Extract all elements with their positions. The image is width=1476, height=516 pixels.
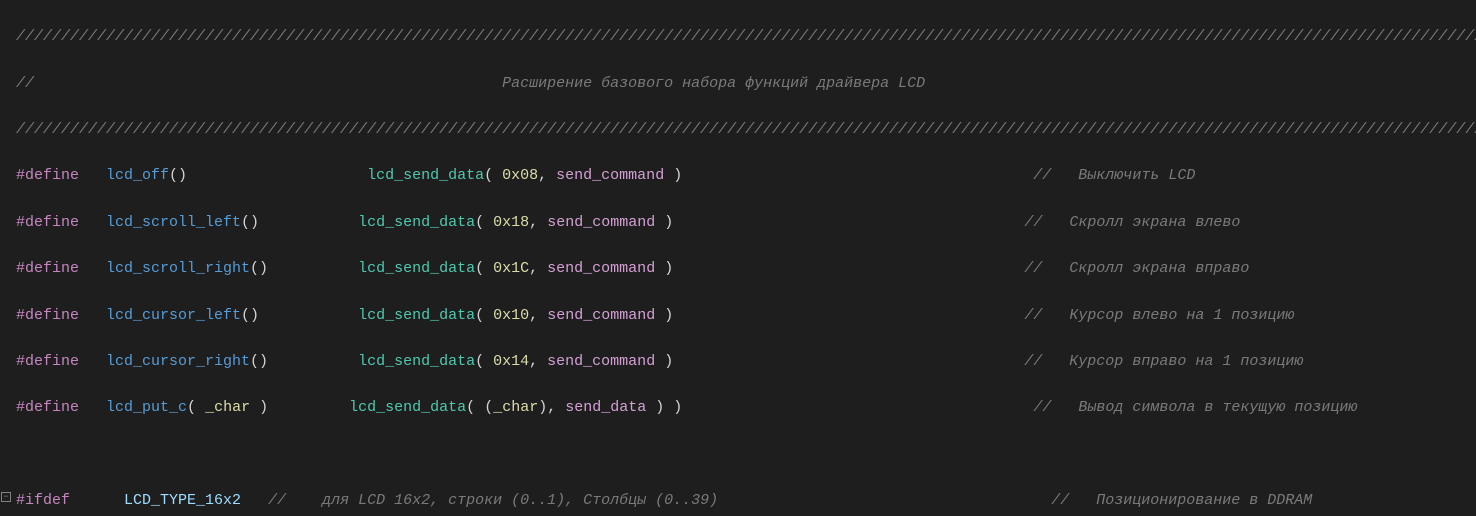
macro-param: _char — [205, 399, 250, 416]
macro-name: lcd_cursor_right — [106, 353, 250, 370]
comment-text: // Скролл экрана вправо — [1024, 260, 1249, 277]
fold-icon[interactable]: − — [1, 492, 11, 502]
comment-text: // Выключить LCD — [1033, 167, 1195, 184]
code-line: #define lcd_cursor_left() lcd_send_data(… — [0, 304, 1476, 327]
code-line: #define lcd_off() lcd_send_data( 0x08, s… — [0, 164, 1476, 187]
comment-title: Расширение базового набора функций драйв… — [502, 75, 925, 92]
macro-name: lcd_put_c — [106, 399, 187, 416]
function-call: lcd_send_data — [358, 214, 475, 231]
function-call: lcd_send_data — [358, 260, 475, 277]
code-line: #define lcd_cursor_right() lcd_send_data… — [0, 350, 1476, 373]
comment-text: // Скролл экрана влево — [1024, 214, 1240, 231]
code-editor: ////////////////////////////////////////… — [0, 0, 1476, 516]
identifier: send_command — [556, 167, 664, 184]
code-line: ////////////////////////////////////////… — [0, 118, 1476, 141]
function-call: lcd_send_data — [358, 307, 475, 324]
code-line: ////////////////////////////////////////… — [0, 25, 1476, 48]
preproc-define: #define — [16, 167, 106, 184]
preproc-define: #define — [16, 353, 106, 370]
preproc-define: #define — [16, 399, 106, 416]
parens: () — [241, 307, 259, 324]
function-call: lcd_send_data — [358, 353, 475, 370]
number-literal: 0x14 — [493, 353, 529, 370]
comment-rule: ////////////////////////////////////////… — [16, 121, 1476, 138]
identifier: send_command — [547, 307, 655, 324]
number-literal: 0x18 — [493, 214, 529, 231]
identifier: send_command — [547, 353, 655, 370]
comment-text: // Позиционирование в DDRAM — [1051, 492, 1312, 509]
identifier: send_data — [565, 399, 646, 416]
paren-open: ( — [484, 167, 493, 184]
identifier: send_command — [547, 214, 655, 231]
comment-text: // — [16, 75, 502, 92]
preproc-ifdef: #ifdef — [16, 492, 124, 509]
comment-text: // Курсор влево на 1 позицию — [1024, 307, 1294, 324]
macro-name: lcd_scroll_right — [106, 260, 250, 277]
macro-name: lcd_scroll_left — [106, 214, 241, 231]
code-line: #define lcd_scroll_right() lcd_send_data… — [0, 257, 1476, 280]
comment-text: // Курсор вправо на 1 позицию — [1024, 353, 1303, 370]
comment-text: // для LCD 16x2, строки (0..1), Столбцы … — [241, 492, 1051, 509]
number-literal: 0x1C — [493, 260, 529, 277]
code-line: #define lcd_scroll_left() lcd_send_data(… — [0, 211, 1476, 234]
macro-name: lcd_cursor_left — [106, 307, 241, 324]
code-line: −#ifdef LCD_TYPE_16x2 // для LCD 16x2, с… — [0, 489, 1476, 512]
pad — [682, 167, 1033, 184]
number-literal: 0x08 — [502, 167, 538, 184]
preproc-define: #define — [16, 307, 106, 324]
code-line: // Расширение базового набора функций др… — [0, 72, 1476, 95]
parens: () — [169, 167, 187, 184]
number-literal: 0x10 — [493, 307, 529, 324]
comment-text: // Вывод символа в текущую позицию — [1033, 399, 1357, 416]
identifier: _char — [493, 399, 538, 416]
comment-rule: ////////////////////////////////////////… — [16, 28, 1476, 45]
macro-name: lcd_off — [106, 167, 169, 184]
code-line — [0, 443, 1476, 466]
function-call: lcd_send_data — [349, 399, 466, 416]
parens: () — [250, 353, 268, 370]
pad — [187, 167, 367, 184]
preproc-define: #define — [16, 214, 106, 231]
type-identifier: LCD_TYPE_16x2 — [124, 492, 241, 509]
parens: () — [241, 214, 259, 231]
preproc-define: #define — [16, 260, 106, 277]
identifier: send_command — [547, 260, 655, 277]
paren-close: ) — [673, 167, 682, 184]
comma: , — [538, 167, 556, 184]
function-call: lcd_send_data — [367, 167, 484, 184]
parens: () — [250, 260, 268, 277]
code-line: #define lcd_put_c( _char ) lcd_send_data… — [0, 396, 1476, 419]
